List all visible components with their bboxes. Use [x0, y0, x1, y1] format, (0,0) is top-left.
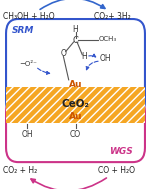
- Text: CO₂+ 3H₂: CO₂+ 3H₂: [94, 12, 130, 21]
- Text: SRM: SRM: [12, 26, 34, 35]
- Text: CO: CO: [70, 130, 81, 139]
- Text: CO + H₂O: CO + H₂O: [98, 166, 135, 175]
- Text: OH: OH: [99, 54, 111, 63]
- FancyBboxPatch shape: [6, 87, 145, 123]
- Text: OH: OH: [21, 130, 33, 139]
- Text: O: O: [61, 49, 66, 58]
- Text: OCH₃: OCH₃: [99, 36, 117, 42]
- Text: Au: Au: [69, 112, 82, 121]
- Text: H: H: [81, 52, 87, 61]
- Text: CeO₂: CeO₂: [61, 99, 90, 109]
- Text: C: C: [73, 36, 78, 45]
- Text: Au: Au: [69, 80, 82, 89]
- Text: H: H: [73, 25, 78, 34]
- Text: CH₃OH + H₂O: CH₃OH + H₂O: [3, 12, 55, 21]
- Text: CO₂ + H₂: CO₂ + H₂: [3, 166, 37, 175]
- Text: WGS: WGS: [109, 147, 133, 156]
- Text: −O²⁻: −O²⁻: [19, 61, 37, 67]
